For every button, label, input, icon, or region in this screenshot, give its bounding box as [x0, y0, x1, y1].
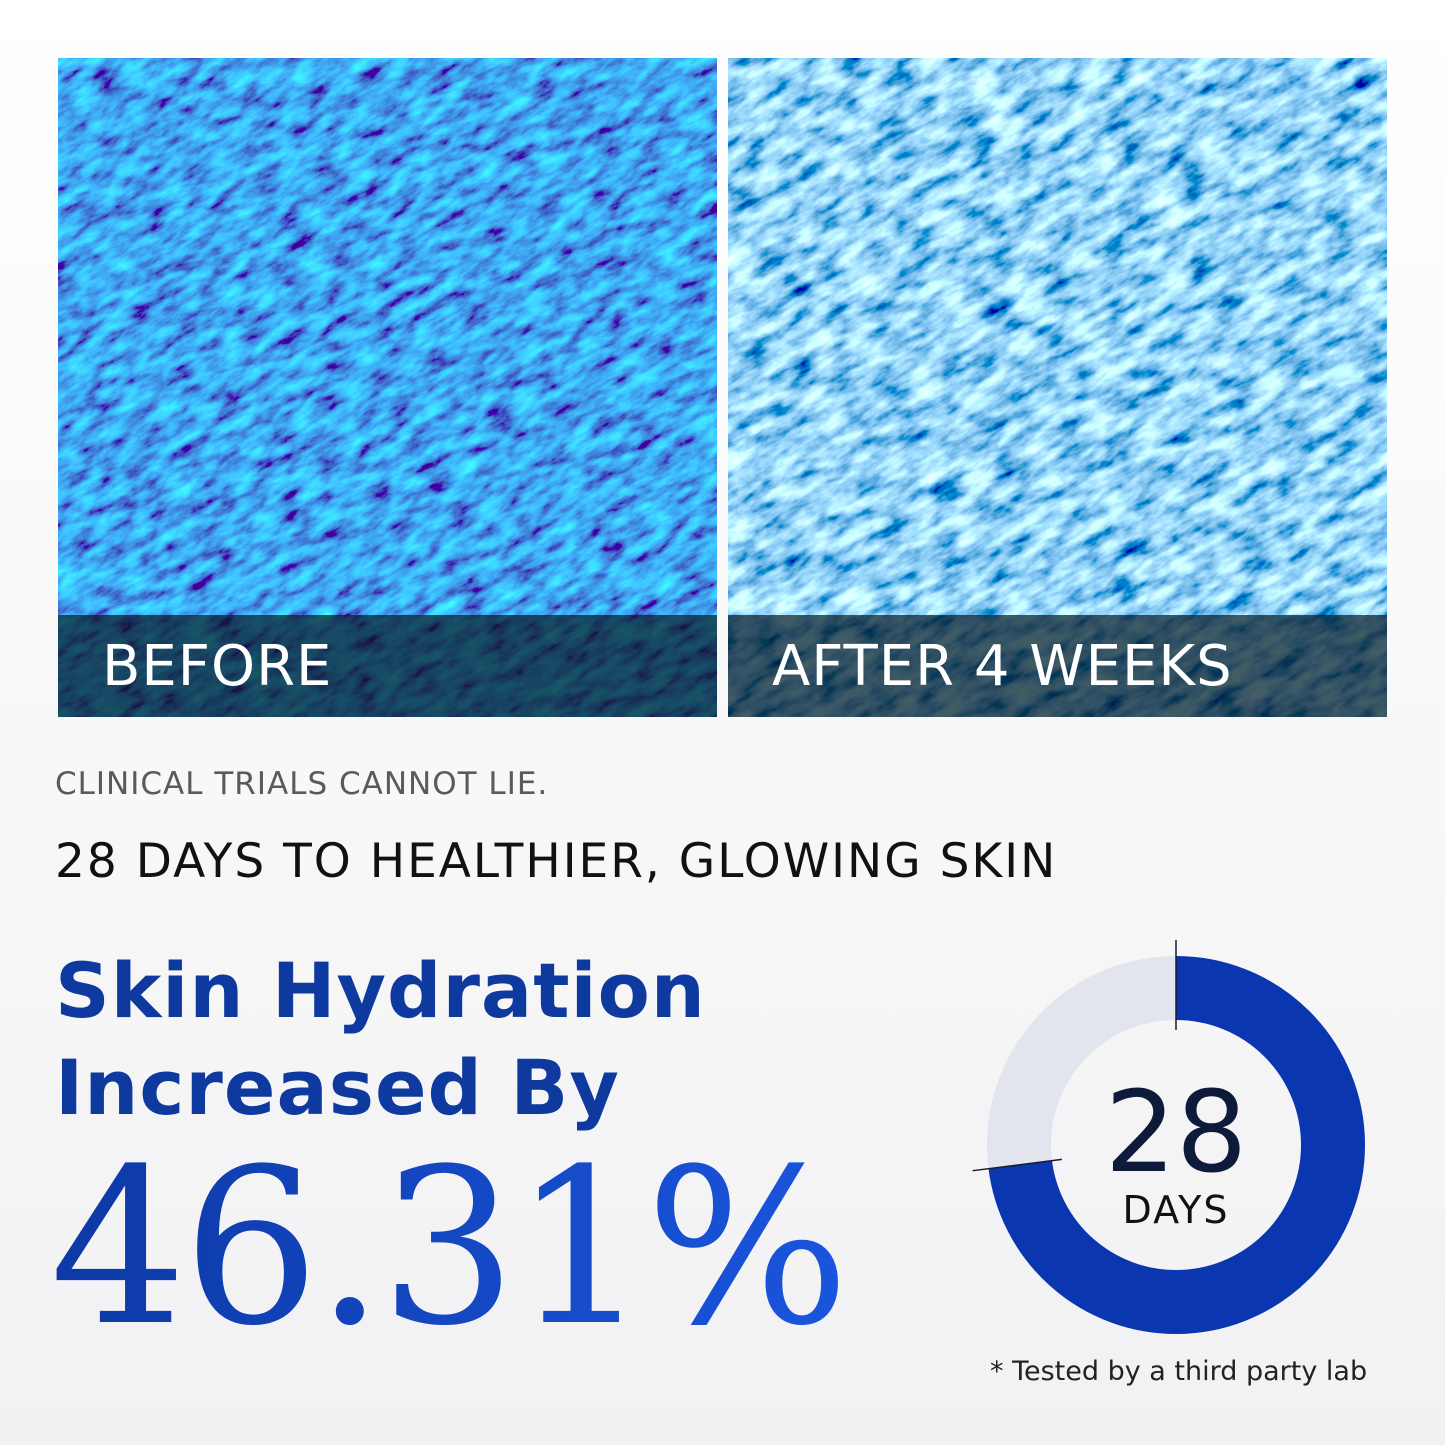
result-title: Skin Hydration Increased By: [55, 942, 706, 1136]
headline: 28 DAYS TO HEALTHIER, GLOWING SKIN: [55, 834, 1058, 889]
before-photo: BEFORE: [58, 58, 717, 717]
after-photo: AFTER 4 WEEKS: [728, 58, 1387, 717]
after-skin-image: [728, 58, 1387, 717]
caption-bar: BEFORE: [58, 615, 717, 717]
result-title-line2: Increased By: [55, 1043, 620, 1132]
kicker-text: CLINICAL TRIALS CANNOT LIE.: [55, 766, 549, 802]
caption-bar: AFTER 4 WEEKS: [728, 615, 1387, 717]
result-value: 46.31%: [50, 1122, 850, 1373]
donut-number: 28: [1104, 1068, 1248, 1198]
donut-chart: [972, 940, 1365, 1334]
before-skin-image: [58, 58, 717, 717]
before-label: BEFORE: [102, 634, 333, 699]
after-label: AFTER 4 WEEKS: [772, 634, 1233, 699]
donut-end-marker: [972, 1158, 1063, 1172]
result-title-line1: Skin Hydration: [55, 946, 706, 1035]
donut-unit: DAYS: [1122, 1188, 1230, 1232]
footnote: * Tested by a third party lab: [990, 1356, 1368, 1387]
